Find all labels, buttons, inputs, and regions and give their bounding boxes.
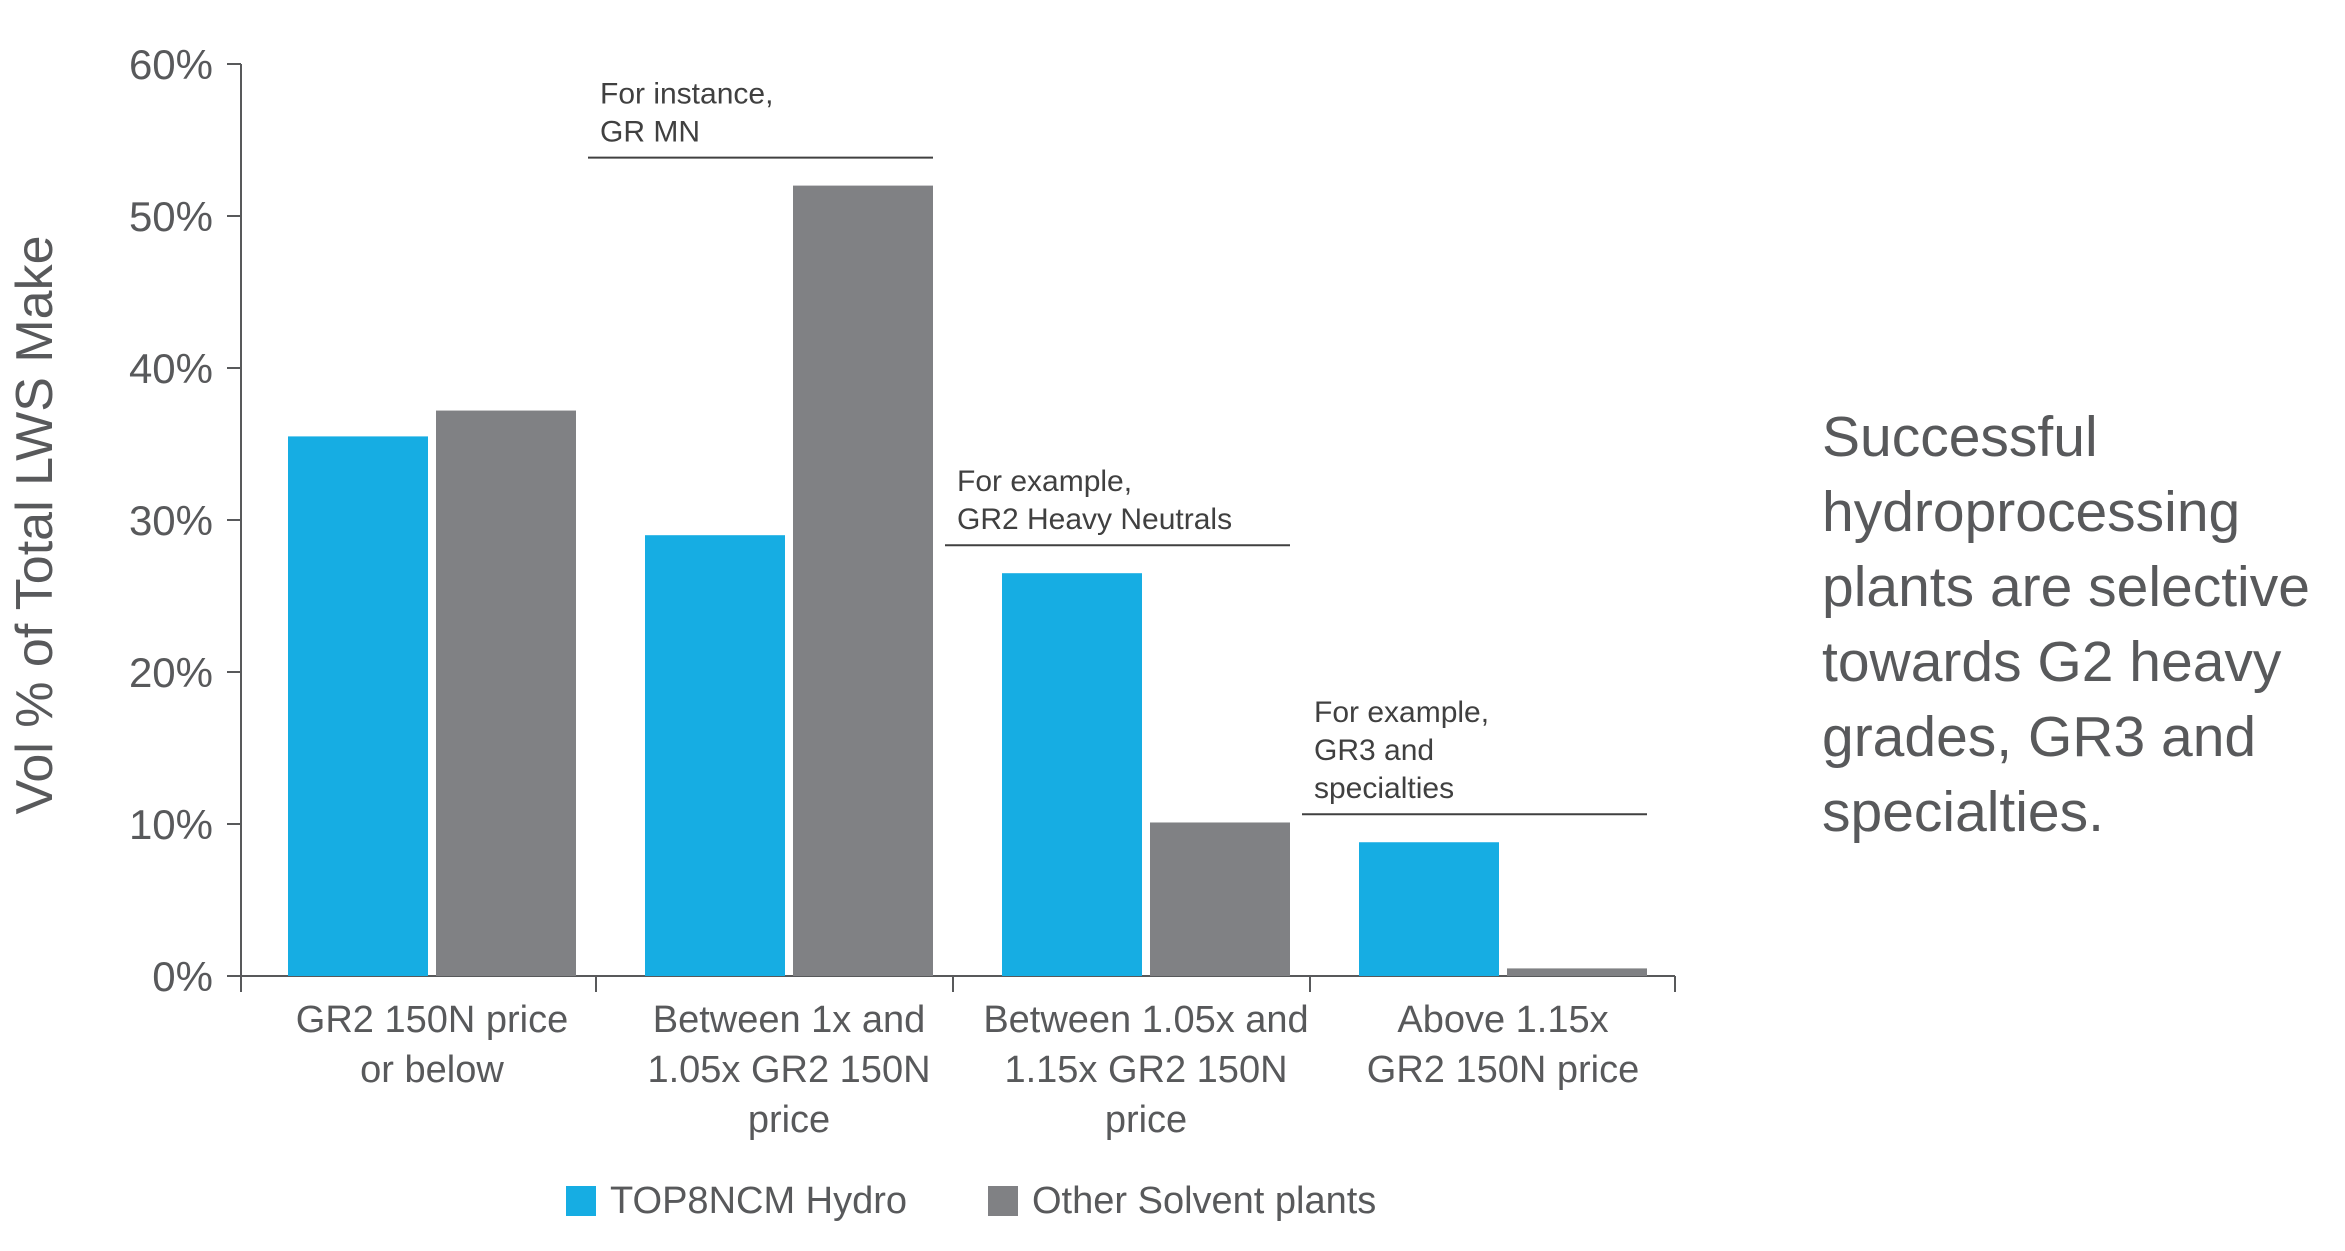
side-text-line: towards G2 heavy: [1822, 630, 2282, 694]
annotations: For instance, GR MN For example, GR2 Heavy …: [588, 78, 1647, 816]
annotation-text: GR MN: [600, 116, 700, 149]
annotation-text: For example,: [957, 465, 1132, 498]
bars: [288, 185, 1647, 977]
annotation-text: For instance,: [600, 78, 773, 111]
x-tick-label-line: Between 1x and: [653, 999, 926, 1041]
y-axis: 0% 10% 20% 30% 40% 50% 60%: [129, 41, 242, 1000]
x-tick-label-line: or below: [360, 1049, 504, 1091]
x-tick-label-line: GR2 150N price: [1367, 1049, 1639, 1091]
bar: [1507, 968, 1647, 976]
x-tick-label-line: Above 1.15x: [1397, 999, 1608, 1041]
x-tick-label-line: price: [1105, 1099, 1187, 1141]
x-tick-label: GR2 150N price or below: [296, 999, 568, 1091]
bar: [793, 185, 933, 977]
y-tick-label: 60%: [129, 41, 213, 88]
bar: [1002, 573, 1142, 976]
side-text-line: plants are selective: [1822, 555, 2310, 619]
bar: [645, 535, 785, 976]
x-tick-label: Between 1x and 1.05x GR2 150N price: [647, 999, 930, 1141]
x-tick-label-line: GR2 150N price: [296, 999, 568, 1041]
legend-label: Other Solvent plants: [1032, 1180, 1376, 1222]
side-text-line: Successful: [1822, 405, 2098, 469]
y-tick-label: 20%: [129, 649, 213, 696]
side-text-line: hydroprocessing: [1822, 480, 2241, 544]
legend: TOP8NCM Hydro Other Solvent plants: [566, 1180, 1376, 1222]
y-tick-label: 40%: [129, 345, 213, 392]
x-tick-label: Between 1.05x and 1.15x GR2 150N price: [983, 999, 1308, 1141]
annotation-text: GR2 Heavy Neutrals: [957, 503, 1232, 536]
annotation-text: GR3 and: [1314, 734, 1434, 767]
legend-swatch: [566, 1186, 596, 1216]
legend-label: TOP8NCM Hydro: [610, 1180, 907, 1222]
annotation-text: specialties: [1314, 772, 1454, 805]
y-tick-label: 0%: [152, 953, 213, 1000]
bar: [288, 436, 428, 976]
side-text-line: grades, GR3 and: [1822, 705, 2257, 769]
x-tick-label: Above 1.15x GR2 150N price: [1367, 999, 1639, 1091]
bar: [436, 410, 576, 976]
x-tick-label-line: 1.05x GR2 150N: [647, 1049, 930, 1091]
legend-swatch: [988, 1186, 1018, 1216]
side-text-line: specialties.: [1822, 780, 2104, 844]
y-tick-label: 30%: [129, 497, 213, 544]
annotation-text: For example,: [1314, 696, 1489, 729]
side-text: Successful hydroprocessing plants are se…: [1822, 400, 2342, 850]
x-axis: GR2 150N price or below Between 1x and 1.05…: [240, 975, 1676, 1141]
bar: [1150, 822, 1290, 976]
x-tick-label-line: Between 1.05x and: [983, 999, 1308, 1041]
x-tick-label-line: price: [748, 1099, 830, 1141]
bar: [1359, 842, 1499, 976]
x-tick-label-line: 1.15x GR2 150N: [1004, 1049, 1287, 1091]
y-axis-label: Vol % of Total LWS Make: [6, 235, 64, 814]
y-tick-label: 50%: [129, 193, 213, 240]
y-tick-label: 10%: [129, 801, 213, 848]
